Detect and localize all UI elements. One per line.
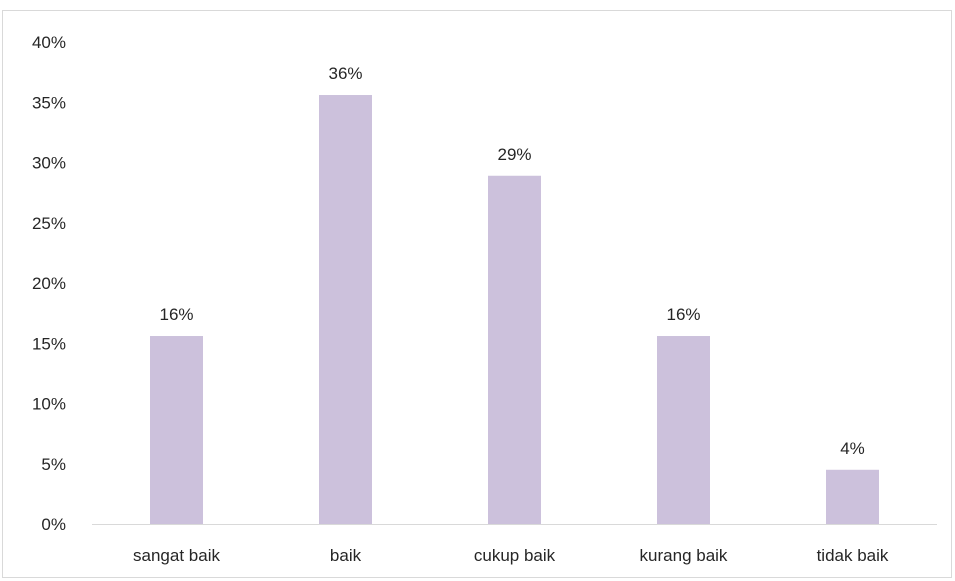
y-tick-label: 35% <box>32 93 66 112</box>
y-tick-label: 20% <box>32 274 66 293</box>
data-label: 16% <box>159 305 193 324</box>
x-category-label: cukup baik <box>474 546 556 565</box>
y-tick-label: 25% <box>32 214 66 233</box>
data-labels: 16% 36% 29% 16% 4% <box>159 64 864 458</box>
y-tick-label: 15% <box>32 334 66 353</box>
data-label: 4% <box>840 439 865 458</box>
bars <box>150 95 879 525</box>
bar <box>488 175 541 524</box>
x-category-label: tidak baik <box>817 546 889 565</box>
y-axis-ticks: 0% 5% 10% 15% 20% 25% 30% 35% 40% <box>32 33 66 534</box>
y-tick-label: 30% <box>32 154 66 173</box>
data-label: 16% <box>666 305 700 324</box>
bar <box>826 469 879 524</box>
y-tick-label: 0% <box>41 515 66 534</box>
x-category-label: kurang baik <box>640 546 728 565</box>
y-tick-label: 5% <box>41 455 66 474</box>
x-category-label: baik <box>330 546 362 565</box>
x-category-label: sangat baik <box>133 546 220 565</box>
data-label: 29% <box>497 145 531 164</box>
bar <box>319 95 372 525</box>
y-tick-label: 10% <box>32 395 66 414</box>
bar <box>657 336 710 524</box>
bar <box>150 336 203 524</box>
x-axis-categories: sangat baik baik cukup baik kurang baik tida… <box>133 546 889 565</box>
data-label: 36% <box>328 64 362 83</box>
y-tick-label: 40% <box>32 33 66 52</box>
